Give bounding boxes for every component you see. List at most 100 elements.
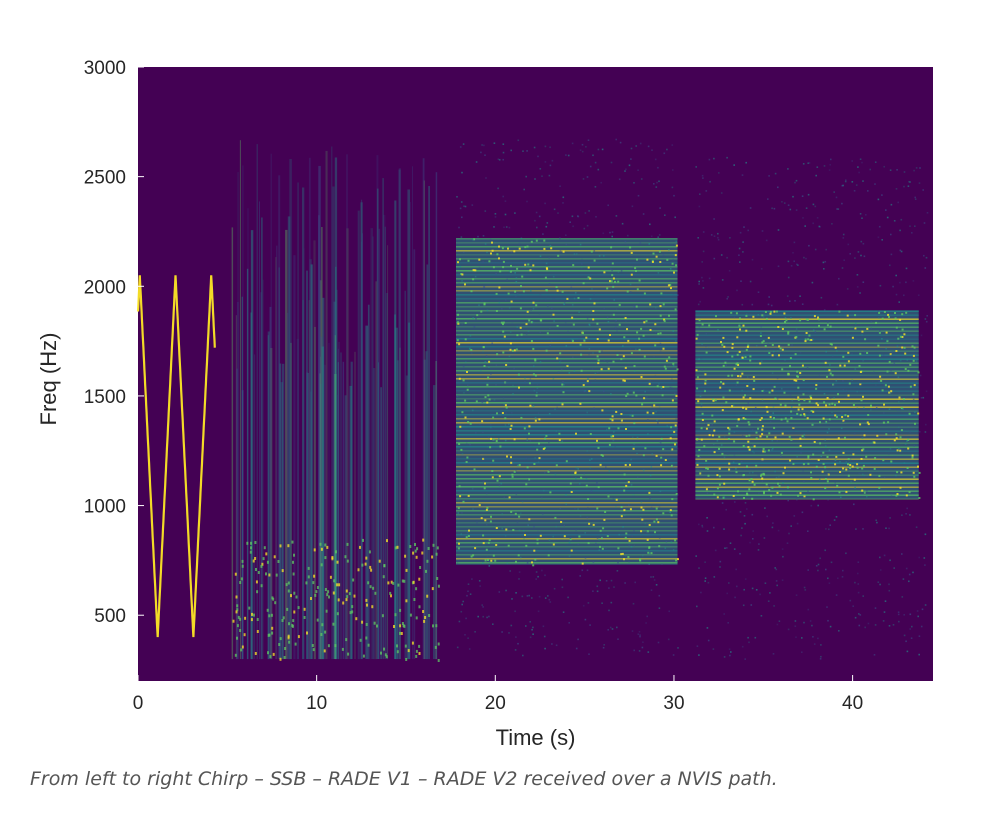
noise-speck <box>456 196 458 198</box>
noise-speck <box>890 354 893 357</box>
noise-speck <box>771 447 774 450</box>
noise-speck <box>802 217 804 219</box>
noise-speck <box>827 619 829 622</box>
noise-speck <box>812 636 814 638</box>
noise-speck <box>758 474 760 477</box>
noise-speck <box>515 636 517 638</box>
noise-speck <box>816 166 819 168</box>
voice-streak <box>334 374 337 659</box>
ofdm-peak <box>468 529 470 532</box>
noise-speck <box>611 628 614 630</box>
noise-speck <box>713 235 716 237</box>
voice-streak <box>350 361 353 659</box>
noise-speck <box>855 184 858 186</box>
noise-speck <box>462 365 465 368</box>
voice-streak <box>367 304 370 660</box>
noise-speck <box>903 614 905 616</box>
noise-speck <box>549 345 551 347</box>
noise-speck <box>725 508 727 511</box>
voice-streak <box>408 322 411 660</box>
noise-speck <box>825 248 827 251</box>
voice-streak <box>306 372 308 659</box>
ofdm-carrier <box>456 502 678 504</box>
noise-speck <box>889 264 891 267</box>
noise-speck <box>803 494 806 496</box>
noise-speck <box>814 331 817 333</box>
noise-speck <box>729 542 732 544</box>
noise-speck <box>787 276 790 279</box>
noise-speck <box>828 449 831 452</box>
noise-speck <box>869 168 871 171</box>
ofdm-peak <box>585 336 588 339</box>
noise-speck <box>474 631 476 633</box>
noise-speck <box>699 456 701 459</box>
ofdm-peak <box>620 358 623 361</box>
voice-streak <box>398 168 401 659</box>
voice-energy <box>404 644 407 648</box>
ofdm-peak <box>562 391 565 394</box>
ofdm-peak <box>826 456 829 458</box>
noise-speck <box>537 610 540 613</box>
noise-speck <box>657 166 659 169</box>
ofdm-peak <box>457 547 460 550</box>
voice-energy <box>432 624 434 628</box>
ofdm-peak <box>601 536 603 539</box>
ofdm-peak <box>651 261 654 263</box>
noise-speck <box>478 304 480 306</box>
noise-speck <box>856 286 859 288</box>
ofdm-peak <box>771 389 774 392</box>
ofdm-peak <box>844 436 846 439</box>
ofdm-peak <box>713 451 716 454</box>
noise-speck <box>735 364 738 367</box>
noise-speck <box>676 294 679 296</box>
noise-speck <box>789 208 792 211</box>
voice-energy <box>345 598 348 602</box>
ofdm-peak <box>854 314 857 317</box>
noise-speck <box>667 638 670 641</box>
noise-speck <box>835 196 838 199</box>
ofdm-peak <box>721 343 724 346</box>
noise-speck <box>650 589 653 591</box>
ofdm-peak <box>673 271 675 274</box>
ofdm-peak <box>634 267 637 270</box>
ofdm-peak <box>504 404 507 407</box>
noise-speck <box>910 637 913 639</box>
noise-speck <box>723 656 726 658</box>
noise-speck <box>743 515 746 517</box>
noise-speck <box>633 182 635 184</box>
ofdm-carrier <box>456 374 678 376</box>
ofdm-peak <box>580 353 583 356</box>
ofdm-peak <box>670 426 673 429</box>
noise-speck <box>591 288 593 290</box>
ofdm-peak <box>731 405 734 408</box>
noise-speck <box>774 567 776 569</box>
ofdm-peak <box>639 558 641 561</box>
noise-speck <box>469 443 471 446</box>
noise-speck <box>701 526 704 528</box>
ofdm-peak <box>472 554 475 557</box>
noise-speck <box>660 442 662 444</box>
ofdm-peak <box>862 448 865 451</box>
noise-speck <box>776 439 778 442</box>
ofdm-peak <box>752 315 755 318</box>
ofdm-peak <box>458 485 461 488</box>
noise-speck <box>550 340 553 343</box>
noise-speck <box>554 408 556 410</box>
ofdm-peak <box>662 448 665 451</box>
noise-speck <box>463 392 465 394</box>
noise-speck <box>544 145 547 148</box>
ofdm-peak <box>557 254 560 257</box>
noise-speck <box>655 584 658 586</box>
noise-speck <box>490 373 492 375</box>
ofdm-peak <box>755 431 758 434</box>
noise-speck <box>616 330 618 332</box>
noise-speck <box>656 419 658 421</box>
noise-speck <box>524 377 526 380</box>
voice-streak <box>323 364 327 660</box>
ofdm-peak <box>487 559 489 561</box>
noise-speck <box>897 613 900 616</box>
ofdm-peak <box>530 240 533 243</box>
noise-speck <box>478 580 481 582</box>
noise-speck <box>565 503 567 505</box>
voice-energy <box>387 581 390 585</box>
